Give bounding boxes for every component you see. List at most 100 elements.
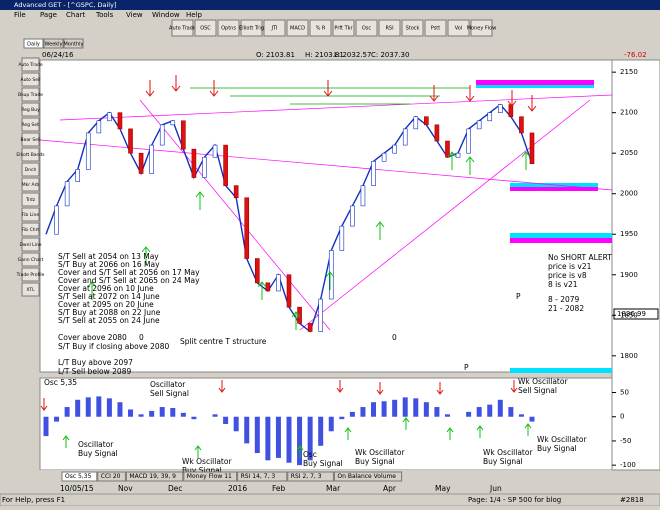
candle <box>117 112 123 130</box>
menu-item: Chart <box>66 11 85 19</box>
toolbar-button[interactable] <box>286 19 309 37</box>
side-button[interactable] <box>21 222 40 237</box>
indicator-tab[interactable] <box>61 471 98 482</box>
oscillator-title: Osc 5,35 <box>44 378 77 387</box>
osc-annotation: Buy Signal <box>78 449 118 458</box>
candle <box>360 185 366 207</box>
osc-bar <box>286 416 292 463</box>
side-button[interactable] <box>21 237 40 252</box>
osc-bar <box>444 414 450 417</box>
buy-arrow <box>465 156 475 175</box>
toolbar-button[interactable] <box>355 19 378 37</box>
side-button[interactable] <box>21 282 40 297</box>
price-panel <box>39 59 613 373</box>
side-button[interactable] <box>21 207 40 222</box>
toolbar-button[interactable] <box>309 19 332 37</box>
y-tick-label: 2100 <box>620 109 638 117</box>
date-label: Mar <box>326 484 341 493</box>
toolbar-button[interactable] <box>332 19 355 37</box>
buy-arrow <box>194 445 202 458</box>
candle <box>85 132 91 170</box>
toolbar-button[interactable] <box>401 19 424 37</box>
osc-bar <box>212 414 218 417</box>
timeframe-tab[interactable] <box>63 38 84 49</box>
date-label: 10/05/15 <box>60 484 94 493</box>
trade-note: Cover and S/T Sell at 2056 on 17 May <box>58 268 200 277</box>
osc-bar <box>466 411 472 417</box>
osc-bar <box>434 407 440 417</box>
osc-bar <box>297 416 303 466</box>
indicator-tab[interactable] <box>333 471 403 482</box>
side-button[interactable] <box>21 102 40 117</box>
candle <box>54 205 59 235</box>
toolbar-button[interactable] <box>217 19 240 37</box>
side-button-label: Dnch <box>25 167 37 173</box>
candle <box>64 181 70 207</box>
indicator-tab[interactable] <box>183 471 238 482</box>
side-button[interactable] <box>21 117 40 132</box>
candle <box>286 274 292 308</box>
osc-bar <box>54 416 60 422</box>
toolbar-button[interactable] <box>424 19 447 37</box>
header-change: -76.02 <box>624 51 647 59</box>
y-tick-label: 2000 <box>620 190 638 198</box>
osc-annotation: Buy Signal <box>355 457 395 466</box>
toolbar-button[interactable] <box>378 19 401 37</box>
toolbar-button[interactable] <box>194 19 217 37</box>
structure-note: Split centre T structure <box>180 337 267 346</box>
side-button[interactable] <box>21 162 40 177</box>
side-button[interactable] <box>21 147 40 162</box>
side-button[interactable] <box>21 177 40 192</box>
candle <box>466 128 471 154</box>
buy-arrow <box>375 221 385 240</box>
sell-arrow <box>323 80 333 97</box>
toolbar-button[interactable] <box>263 19 286 37</box>
toolbar-button[interactable] <box>447 19 470 37</box>
toolbar-button[interactable] <box>240 19 263 37</box>
toolbar-button[interactable] <box>171 19 194 37</box>
indicator-tab[interactable] <box>287 471 334 482</box>
side-button[interactable] <box>21 252 40 267</box>
status-id: #2818 <box>620 496 644 504</box>
indicator-tab[interactable] <box>237 471 288 482</box>
candle <box>339 225 345 251</box>
ma-note: 8 - 2079 <box>548 295 580 304</box>
buy-arrow <box>62 435 70 448</box>
candle <box>498 104 503 113</box>
osc-bar <box>518 414 524 417</box>
osc-annotation: Buy Signal <box>303 459 343 468</box>
osc-bar <box>180 412 186 417</box>
side-button[interactable] <box>21 72 40 87</box>
buy-arrow <box>87 281 97 300</box>
toolbar-label: Vol <box>455 26 462 32</box>
buy-arrow <box>476 425 484 438</box>
zone <box>510 187 598 191</box>
side-button[interactable] <box>21 267 40 282</box>
header-low: L: 2032.57 <box>334 51 371 59</box>
buy-arrow <box>447 151 457 170</box>
indicator-tab[interactable] <box>97 471 126 482</box>
toolbar-label: Pstt <box>431 26 440 32</box>
osc-tick-label: 50 <box>620 389 629 397</box>
side-button-label: Fib Line <box>22 212 39 218</box>
osc-annotation: Oscillator <box>78 440 114 449</box>
candle <box>128 128 133 154</box>
candle <box>255 258 260 284</box>
candle <box>381 152 387 162</box>
osc-bar <box>159 407 165 417</box>
buy-arrow <box>446 427 454 440</box>
osc-bar <box>381 401 387 417</box>
indicator-tab[interactable] <box>125 471 184 482</box>
oscillator-panel <box>39 377 613 471</box>
sell-arrow <box>40 398 48 411</box>
sell-arrow <box>527 95 537 112</box>
indicator-tab-label: MACD 19, 39, 9 <box>129 473 176 480</box>
side-button[interactable] <box>21 132 40 147</box>
osc-annotation: Wk Oscillator <box>537 435 587 444</box>
timeframe-tab[interactable] <box>23 38 44 49</box>
side-button[interactable] <box>21 192 40 207</box>
side-button[interactable] <box>21 87 40 102</box>
timeframe-tab[interactable] <box>43 38 64 49</box>
side-button[interactable] <box>21 57 40 72</box>
toolbar-button[interactable] <box>470 19 493 37</box>
